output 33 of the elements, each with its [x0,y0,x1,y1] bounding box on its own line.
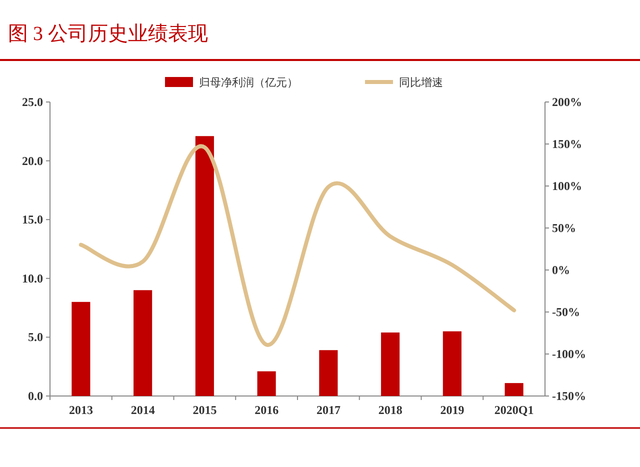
y2-tick-label: 150% [552,137,582,151]
y2-tick-label: -150% [552,389,586,403]
y2-tick-label: -100% [552,347,586,361]
y2-tick-label: -50% [552,305,580,319]
x-tick-label: 2017 [316,403,340,417]
bar [504,383,524,396]
y-tick-label: 5.0 [28,330,43,344]
bar [134,290,152,396]
x-tick-label: 2016 [254,403,279,417]
x-tick-label: 2019 [440,403,464,417]
x-tick-label: 2018 [378,403,402,417]
y-tick-label: 20.0 [22,154,43,168]
y2-tick-label: 0% [552,263,570,277]
y-tick-label: 25.0 [22,95,43,109]
x-tick-label: 2015 [192,403,217,417]
bar [257,371,276,396]
bar [195,136,214,396]
bar [381,332,400,396]
bar [319,350,338,396]
y2-tick-label: 200% [552,95,582,109]
x-tick-label: 2013 [68,403,93,417]
y2-tick-label: 50% [552,221,576,235]
bar [72,302,90,396]
x-tick-label: 2020Q1 [494,403,534,417]
chart-title: 图 3 公司历史业绩表现 [8,23,208,45]
y-tick-label: 15.0 [22,212,43,227]
y-tick-label: 0.0 [28,389,43,403]
y2-tick-label: 100% [552,179,582,193]
legend-label: 同比增速 [399,76,443,89]
legend-label: 归母净利润（亿元） [199,76,298,89]
x-tick-label: 2014 [130,403,155,417]
y-tick-label: 10.0 [22,271,43,286]
bar [442,331,462,396]
